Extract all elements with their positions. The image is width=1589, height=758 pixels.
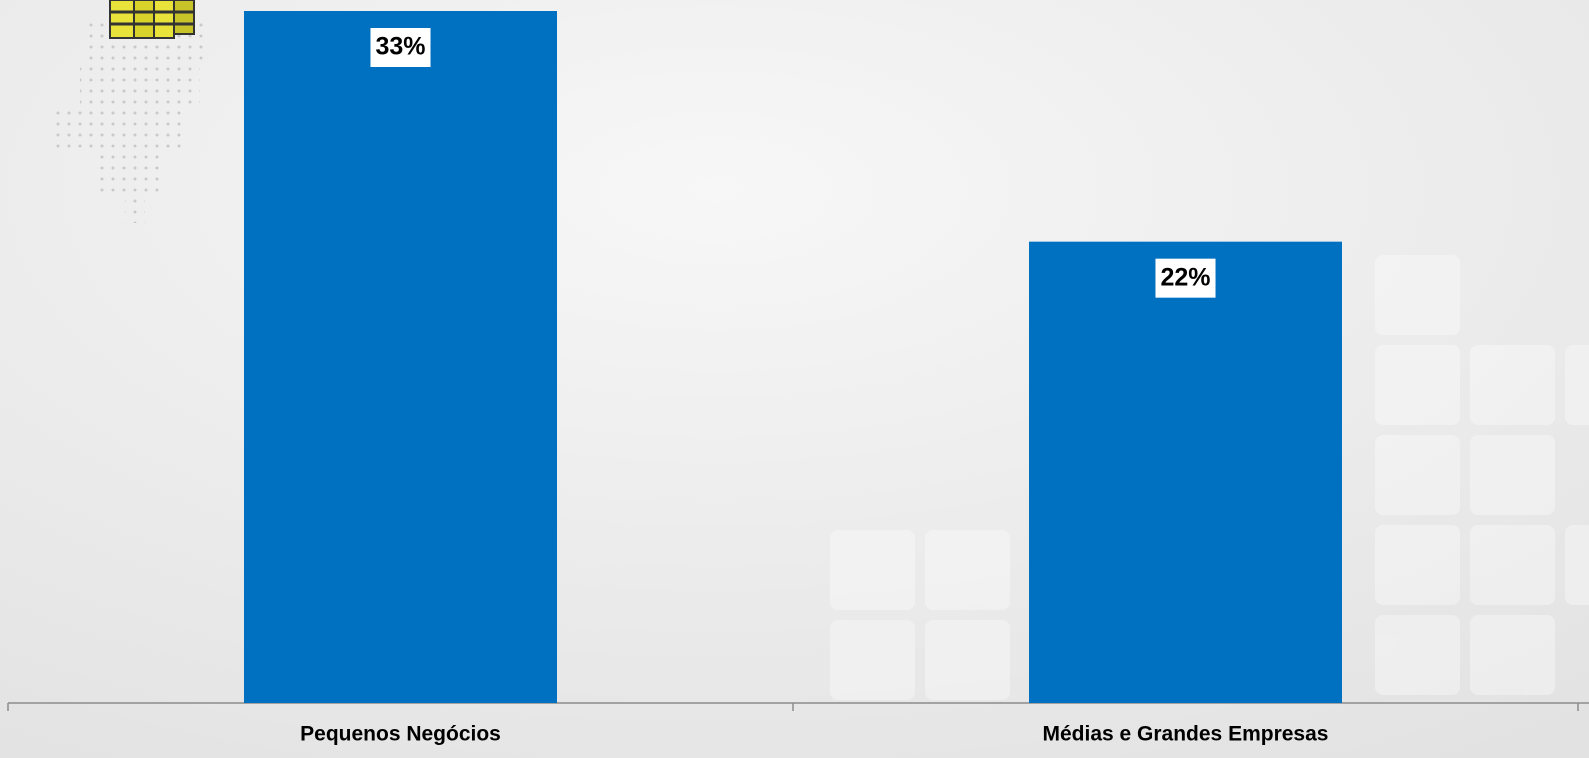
x-tick-label: Pequenos Negócios [300,723,501,746]
plot-area: 33% Pequenos Negócios 22% Médias e Grandes … [7,11,1589,746]
decoration-squares [830,255,1589,700]
data-label: 22% [1160,263,1210,291]
x-tick-label: Médias e Grandes Empresas [1043,723,1329,746]
data-label: 33% [375,33,425,61]
building-icon [109,0,195,39]
data-label-group: 22% [1155,258,1216,298]
data-label-group: 33% [370,28,431,67]
bar [1029,241,1342,703]
bar [244,11,557,703]
data-label-box [370,28,431,67]
data-label-box [1155,258,1216,298]
